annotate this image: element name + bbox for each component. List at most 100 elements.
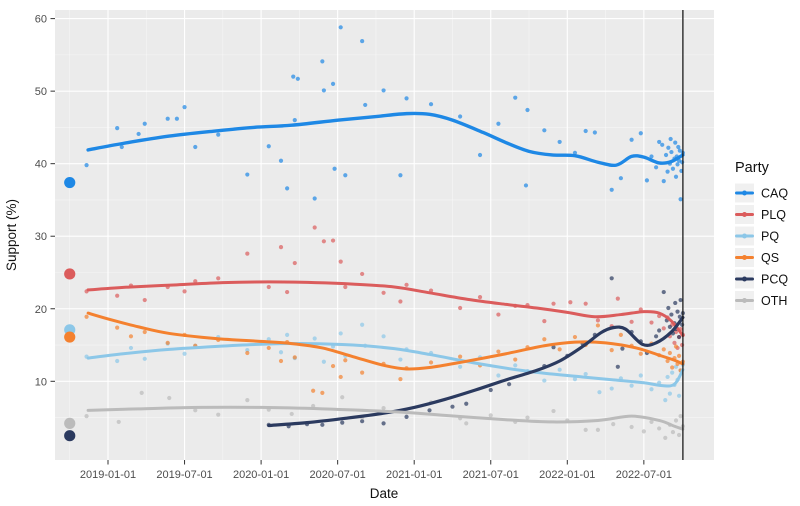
poll-point: [653, 165, 659, 170]
series-PCQ: [64, 315, 685, 442]
x-tick-label: 2019-07-01: [156, 469, 212, 481]
poll-point: [404, 96, 409, 101]
poll-point: [285, 332, 290, 337]
poll-point: [572, 377, 578, 382]
poll-point: [320, 390, 325, 396]
poll-point: [292, 260, 297, 266]
poll-point: [678, 197, 683, 202]
poll-point: [278, 350, 284, 355]
y-tick-label: 30: [35, 231, 47, 243]
election-2018-result-dot-QS: [64, 331, 76, 343]
poll-point: [381, 421, 386, 426]
poll-point: [312, 225, 317, 230]
poll-point: [404, 414, 409, 419]
series-OTH: [64, 405, 685, 431]
poll-point: [165, 340, 170, 345]
poll-point: [278, 358, 284, 364]
poll-point: [128, 345, 134, 351]
series-CAQ: [64, 111, 685, 189]
election-2018-result-dot-PLQ: [64, 268, 76, 280]
smooth-line-PQ: [86, 342, 685, 388]
poll-point: [174, 116, 179, 121]
x-tick-label: 2020-01-01: [233, 469, 289, 481]
poll-point: [583, 427, 588, 433]
poll-point: [496, 312, 501, 317]
poll-point: [665, 374, 670, 380]
poll-point: [595, 323, 601, 328]
poll-point: [398, 299, 403, 304]
poll-point: [142, 329, 147, 335]
poll-point: [673, 174, 679, 179]
points-CAQ: [84, 25, 685, 202]
legend-key-point: [742, 255, 747, 260]
poll-point: [340, 420, 345, 425]
poll-point: [657, 426, 662, 431]
poll-point: [136, 131, 141, 137]
y-tick-label: 60: [35, 14, 47, 26]
poll-point: [669, 149, 674, 155]
poll-point: [557, 347, 562, 352]
poll-point: [666, 305, 671, 311]
poll-point: [678, 297, 683, 303]
poll-point: [266, 345, 271, 351]
poll-point: [523, 183, 529, 188]
poll-point: [667, 391, 672, 396]
poll-point: [542, 318, 547, 324]
poll-point: [477, 152, 483, 158]
smooth-line-OTH: [86, 405, 685, 431]
legend-key-point: [742, 190, 747, 196]
poll-point: [542, 378, 547, 383]
poll-point: [670, 365, 675, 370]
poll-point: [657, 139, 662, 145]
poll-point: [428, 360, 434, 365]
poll-point: [663, 435, 668, 440]
y-axis-title: Support (%): [4, 199, 19, 271]
legend: Party CAQ PLQ PQ QS PCQ OTH: [735, 160, 788, 310]
poll-point: [360, 322, 365, 327]
poll-point: [667, 324, 672, 329]
poll-point: [458, 364, 463, 369]
poll-point: [381, 88, 386, 93]
poll-point: [638, 351, 643, 356]
poll-point: [676, 334, 682, 340]
axis-tick-labels: 2019-01-01 2019-07-01 2020-01-01 2020-07-01…: [35, 14, 672, 481]
legend-entry-PLQ: PLQ: [735, 205, 786, 224]
poll-point: [680, 160, 685, 165]
poll-point: [84, 163, 89, 168]
poll-point: [266, 284, 271, 290]
x-tick-label: 2022-07-01: [616, 469, 672, 481]
legend-entry-label: CAQ: [761, 187, 788, 201]
poll-point: [660, 142, 665, 147]
poll-point: [661, 178, 666, 184]
election-2018-result-dot-OTH: [64, 417, 76, 429]
poll-point: [458, 354, 463, 359]
poll-point: [216, 132, 221, 137]
poll-point: [513, 363, 518, 368]
poll-point: [583, 371, 588, 377]
poll-point: [338, 374, 343, 380]
legend-entry-label: PLQ: [761, 208, 786, 222]
poll-point: [678, 414, 683, 419]
election-2018-result-dot-PCQ: [64, 430, 76, 442]
legend-entry-label: PQ: [761, 230, 779, 244]
poll-point: [360, 38, 365, 44]
poll-point: [464, 401, 469, 406]
poll-point: [115, 325, 120, 330]
x-tick-label: 2020-07-01: [310, 469, 366, 481]
poll-point: [321, 359, 326, 364]
poll-point: [216, 412, 221, 417]
smooth-line-PLQ: [86, 280, 685, 338]
poll-point: [360, 419, 365, 424]
poll-point: [629, 319, 634, 324]
poll-point: [84, 314, 89, 319]
poll-point: [311, 388, 316, 393]
poll-point: [320, 422, 325, 427]
poll-point: [661, 347, 666, 352]
poll-point: [557, 139, 562, 145]
poll-point: [572, 334, 578, 340]
poll-point: [340, 395, 345, 400]
poll-point: [332, 166, 337, 171]
poll-point: [193, 408, 198, 413]
y-tick-label: 40: [35, 159, 47, 171]
